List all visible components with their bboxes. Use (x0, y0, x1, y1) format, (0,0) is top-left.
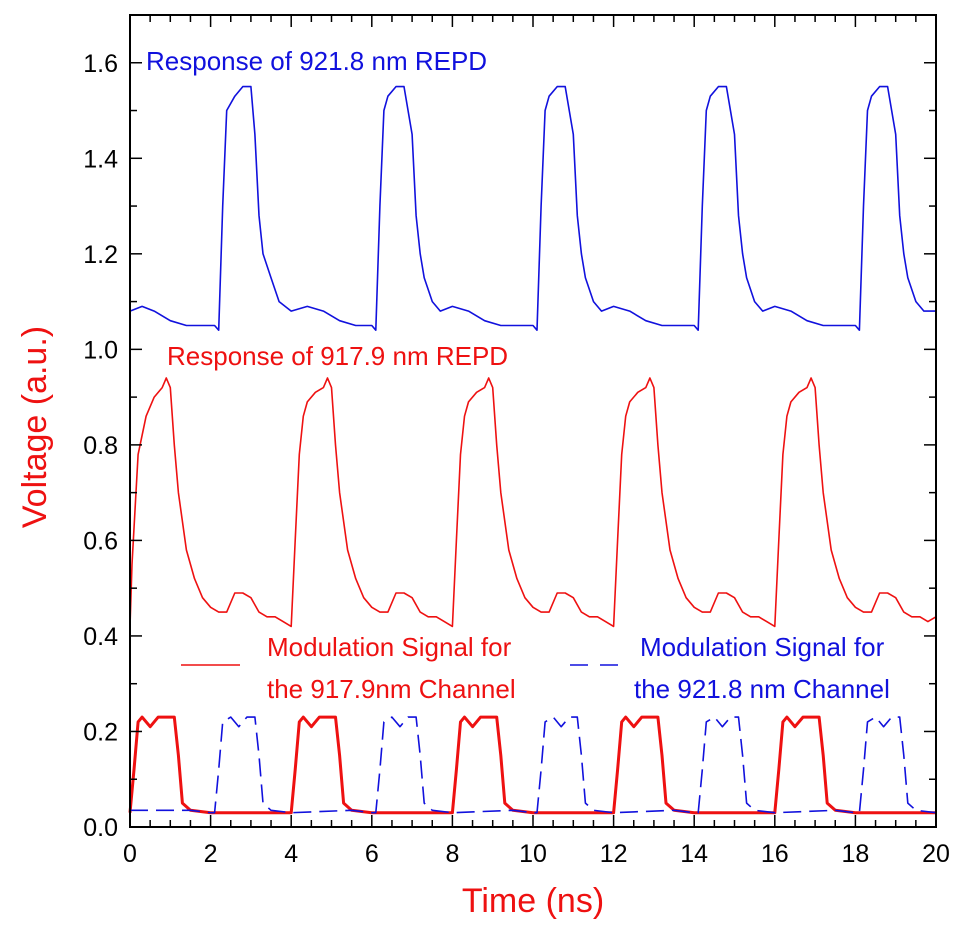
y-tick-label: 1.4 (83, 145, 118, 173)
y-tick-label: 1.2 (83, 241, 118, 269)
x-tick-label: 0 (123, 840, 137, 868)
y-tick-label: 0.4 (83, 623, 118, 651)
ticks-layer: 0 2 4 6 8 10 12 14 16 18 20 0.0 0.2 0.4 0.6 0.8 1.0 1.2 1.… (83, 50, 950, 868)
x-tick-label: 18 (841, 840, 869, 868)
series-line-1 (129, 85, 936, 332)
legend-red-line2: the 917.9nm Channel (267, 674, 516, 704)
series-layer (128, 85, 937, 815)
series-line-2 (129, 377, 937, 628)
plot-frame (129, 14, 937, 828)
axes-layer (129, 14, 937, 828)
y-tick-label: 1.6 (83, 50, 118, 78)
x-tick-label: 16 (761, 840, 789, 868)
x-tick-label: 20 (922, 840, 950, 868)
x-axis-title: Time (ns) (462, 882, 604, 920)
red-response-label: Response of 917.9 nm REPD (167, 341, 508, 371)
y-tick-label: 1.0 (83, 336, 118, 364)
x-tick-label: 8 (445, 840, 459, 868)
x-tick-label: 10 (519, 840, 547, 868)
series-line-3 (128, 715, 936, 815)
series-line-4 (130, 716, 937, 814)
y-tick-label: 0.8 (83, 432, 118, 460)
legend-blue-line1: Modulation Signal for (640, 632, 885, 662)
y-tick-label: 0.0 (83, 814, 118, 842)
x-tick-label: 2 (204, 840, 218, 868)
legend-red-line1: Modulation Signal for (267, 632, 512, 662)
y-axis-title: Voltage (a.u.) (16, 326, 54, 528)
blue-response-label: Response of 921.8 nm REPD (146, 46, 487, 76)
x-tick-label: 12 (600, 840, 628, 868)
legend-blue-line2: the 921.8 nm Channel (634, 674, 890, 704)
y-tick-label: 0.6 (83, 527, 118, 555)
x-tick-label: 6 (365, 840, 379, 868)
x-tick-label: 14 (680, 840, 708, 868)
y-tick-label: 0.2 (83, 718, 118, 746)
x-tick-label: 4 (284, 840, 298, 868)
